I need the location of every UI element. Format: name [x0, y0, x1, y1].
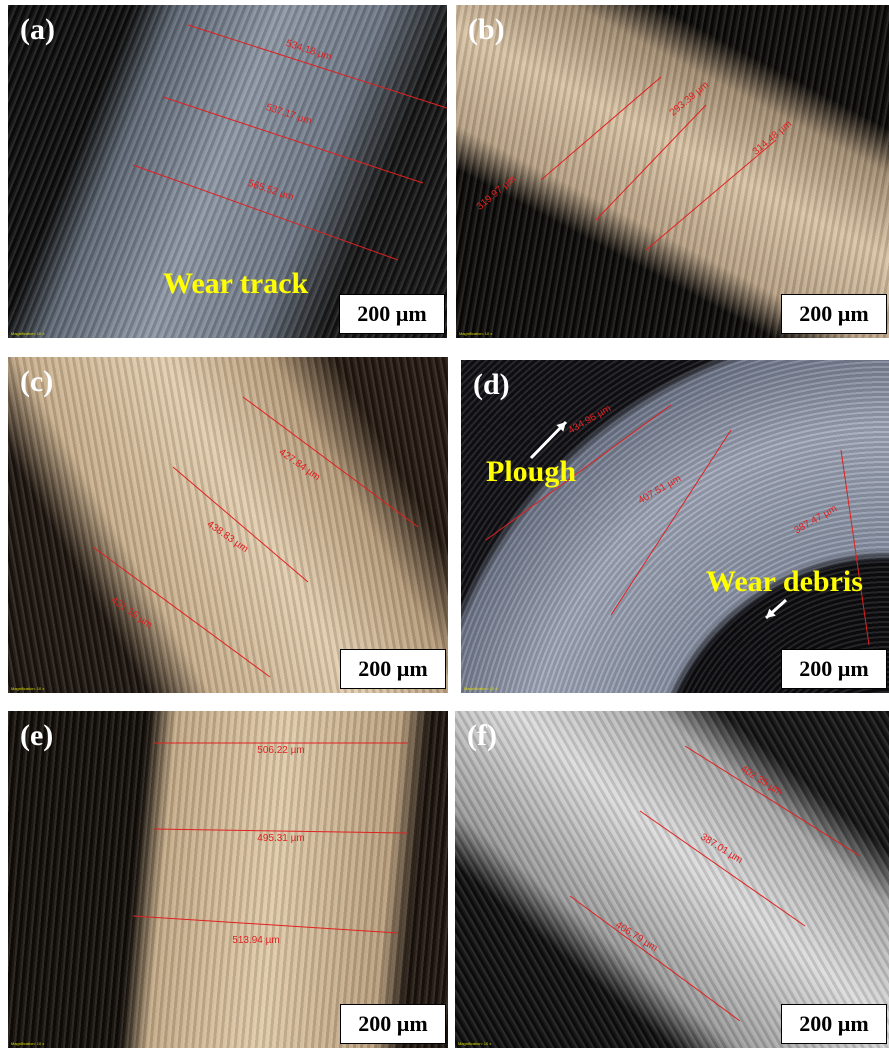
magnification: Magnification: 10 x: [11, 331, 44, 336]
measurement-label: 506.22 µm: [257, 745, 304, 756]
panel-label: (e): [20, 719, 53, 753]
measurement-line: [541, 77, 661, 180]
annotation: Plough: [486, 455, 576, 489]
panel-label: (d): [473, 368, 510, 402]
micrograph-panel: 506.22 µm 495.31 µm 513.94 µm (e) 200 µm Magn…: [8, 711, 448, 1048]
measurement-overlay: 402.35 µm 387.01 µm 406.79 µm: [455, 711, 889, 1048]
measurement-label: 427.84 µm: [277, 447, 322, 483]
measurement-line: [570, 896, 740, 1021]
annotation: Wear track: [163, 267, 308, 301]
scale-bar: 200 µm: [781, 294, 887, 334]
measurement-line: [173, 467, 308, 582]
panel-label: (a): [20, 13, 55, 47]
measurement-label: 406.79 µm: [613, 920, 659, 954]
magnification: Magnification: 10 x: [464, 686, 497, 691]
measurement-line: [133, 165, 398, 260]
measurement-line: [841, 450, 869, 645]
measurement-line: [188, 25, 447, 110]
measurement-label: 537.17 µm: [265, 102, 314, 127]
measurement-line: [596, 105, 706, 220]
measurement-label: 431.15 µm: [109, 595, 154, 631]
scale-bar: 200 µm: [340, 1004, 446, 1044]
scale-bar: 200 µm: [339, 294, 445, 334]
measurement-label: 438.83 µm: [205, 519, 250, 555]
measurement-label: 387.01 µm: [698, 832, 744, 866]
measurement-label: 407.51 µm: [636, 473, 683, 506]
measurement-label: 534.18 µm: [285, 38, 334, 63]
micrograph-panel: 434.96 µm 407.51 µm 387.47 µm (d) Plough Wear…: [461, 360, 889, 693]
figure: 534.18 µm 537.17 µm 565.52 µm (a) Wear track…: [0, 0, 889, 1049]
scale-bar: 200 µm: [781, 1004, 887, 1044]
measurement-line: [243, 397, 418, 527]
scale-bar: 200 µm: [781, 649, 887, 689]
measurement-overlay: 434.96 µm 407.51 µm 387.47 µm: [461, 360, 889, 693]
measurement-label: 434.96 µm: [566, 403, 613, 436]
micrograph-panel: 427.84 µm 438.83 µm 431.15 µm (c) 200 µm Magn…: [8, 357, 448, 693]
magnification: Magnification: 10 x: [459, 331, 492, 336]
micrograph-panel: 534.18 µm 537.17 µm 565.52 µm (a) Wear track…: [8, 5, 447, 338]
panel-label: (b): [468, 13, 505, 47]
measurement-label: 314.48 µm: [751, 119, 794, 158]
micrograph-panel: 402.35 µm 387.01 µm 406.79 µm (f) 200 µm Magn…: [455, 711, 889, 1048]
measurement-label: 402.35 µm: [738, 764, 784, 798]
annotation: Wear debris: [706, 565, 863, 599]
magnification: Magnification: 10 x: [11, 686, 44, 691]
measurement-line: [133, 916, 398, 933]
micrograph-panel: 293.39 µm 314.48 µm 319.97 µm (b) 200 µm Magn…: [456, 5, 889, 338]
panel-label: (c): [20, 365, 53, 399]
panel-label: (f): [467, 719, 497, 753]
scale-bar: 200 µm: [340, 649, 446, 689]
measurement-line: [646, 140, 776, 250]
measurement-label: 319.97 µm: [475, 174, 518, 213]
magnification: Magnification: 10 x: [458, 1041, 491, 1046]
measurement-label: 293.39 µm: [668, 80, 711, 119]
measurement-overlay: 506.22 µm 495.31 µm 513.94 µm: [8, 711, 448, 1048]
measurement-label: 513.94 µm: [232, 935, 279, 946]
measurement-overlay: 427.84 µm 438.83 µm 431.15 µm: [8, 357, 448, 693]
measurement-label: 565.52 µm: [247, 178, 296, 203]
measurement-overlay: 293.39 µm 314.48 µm 319.97 µm: [456, 5, 889, 338]
measurement-line: [93, 547, 270, 677]
measurement-label: 495.31 µm: [257, 833, 304, 844]
measurement-label: 387.47 µm: [792, 503, 839, 536]
measurement-line: [640, 811, 805, 926]
magnification: Magnification: 10 x: [11, 1041, 44, 1046]
